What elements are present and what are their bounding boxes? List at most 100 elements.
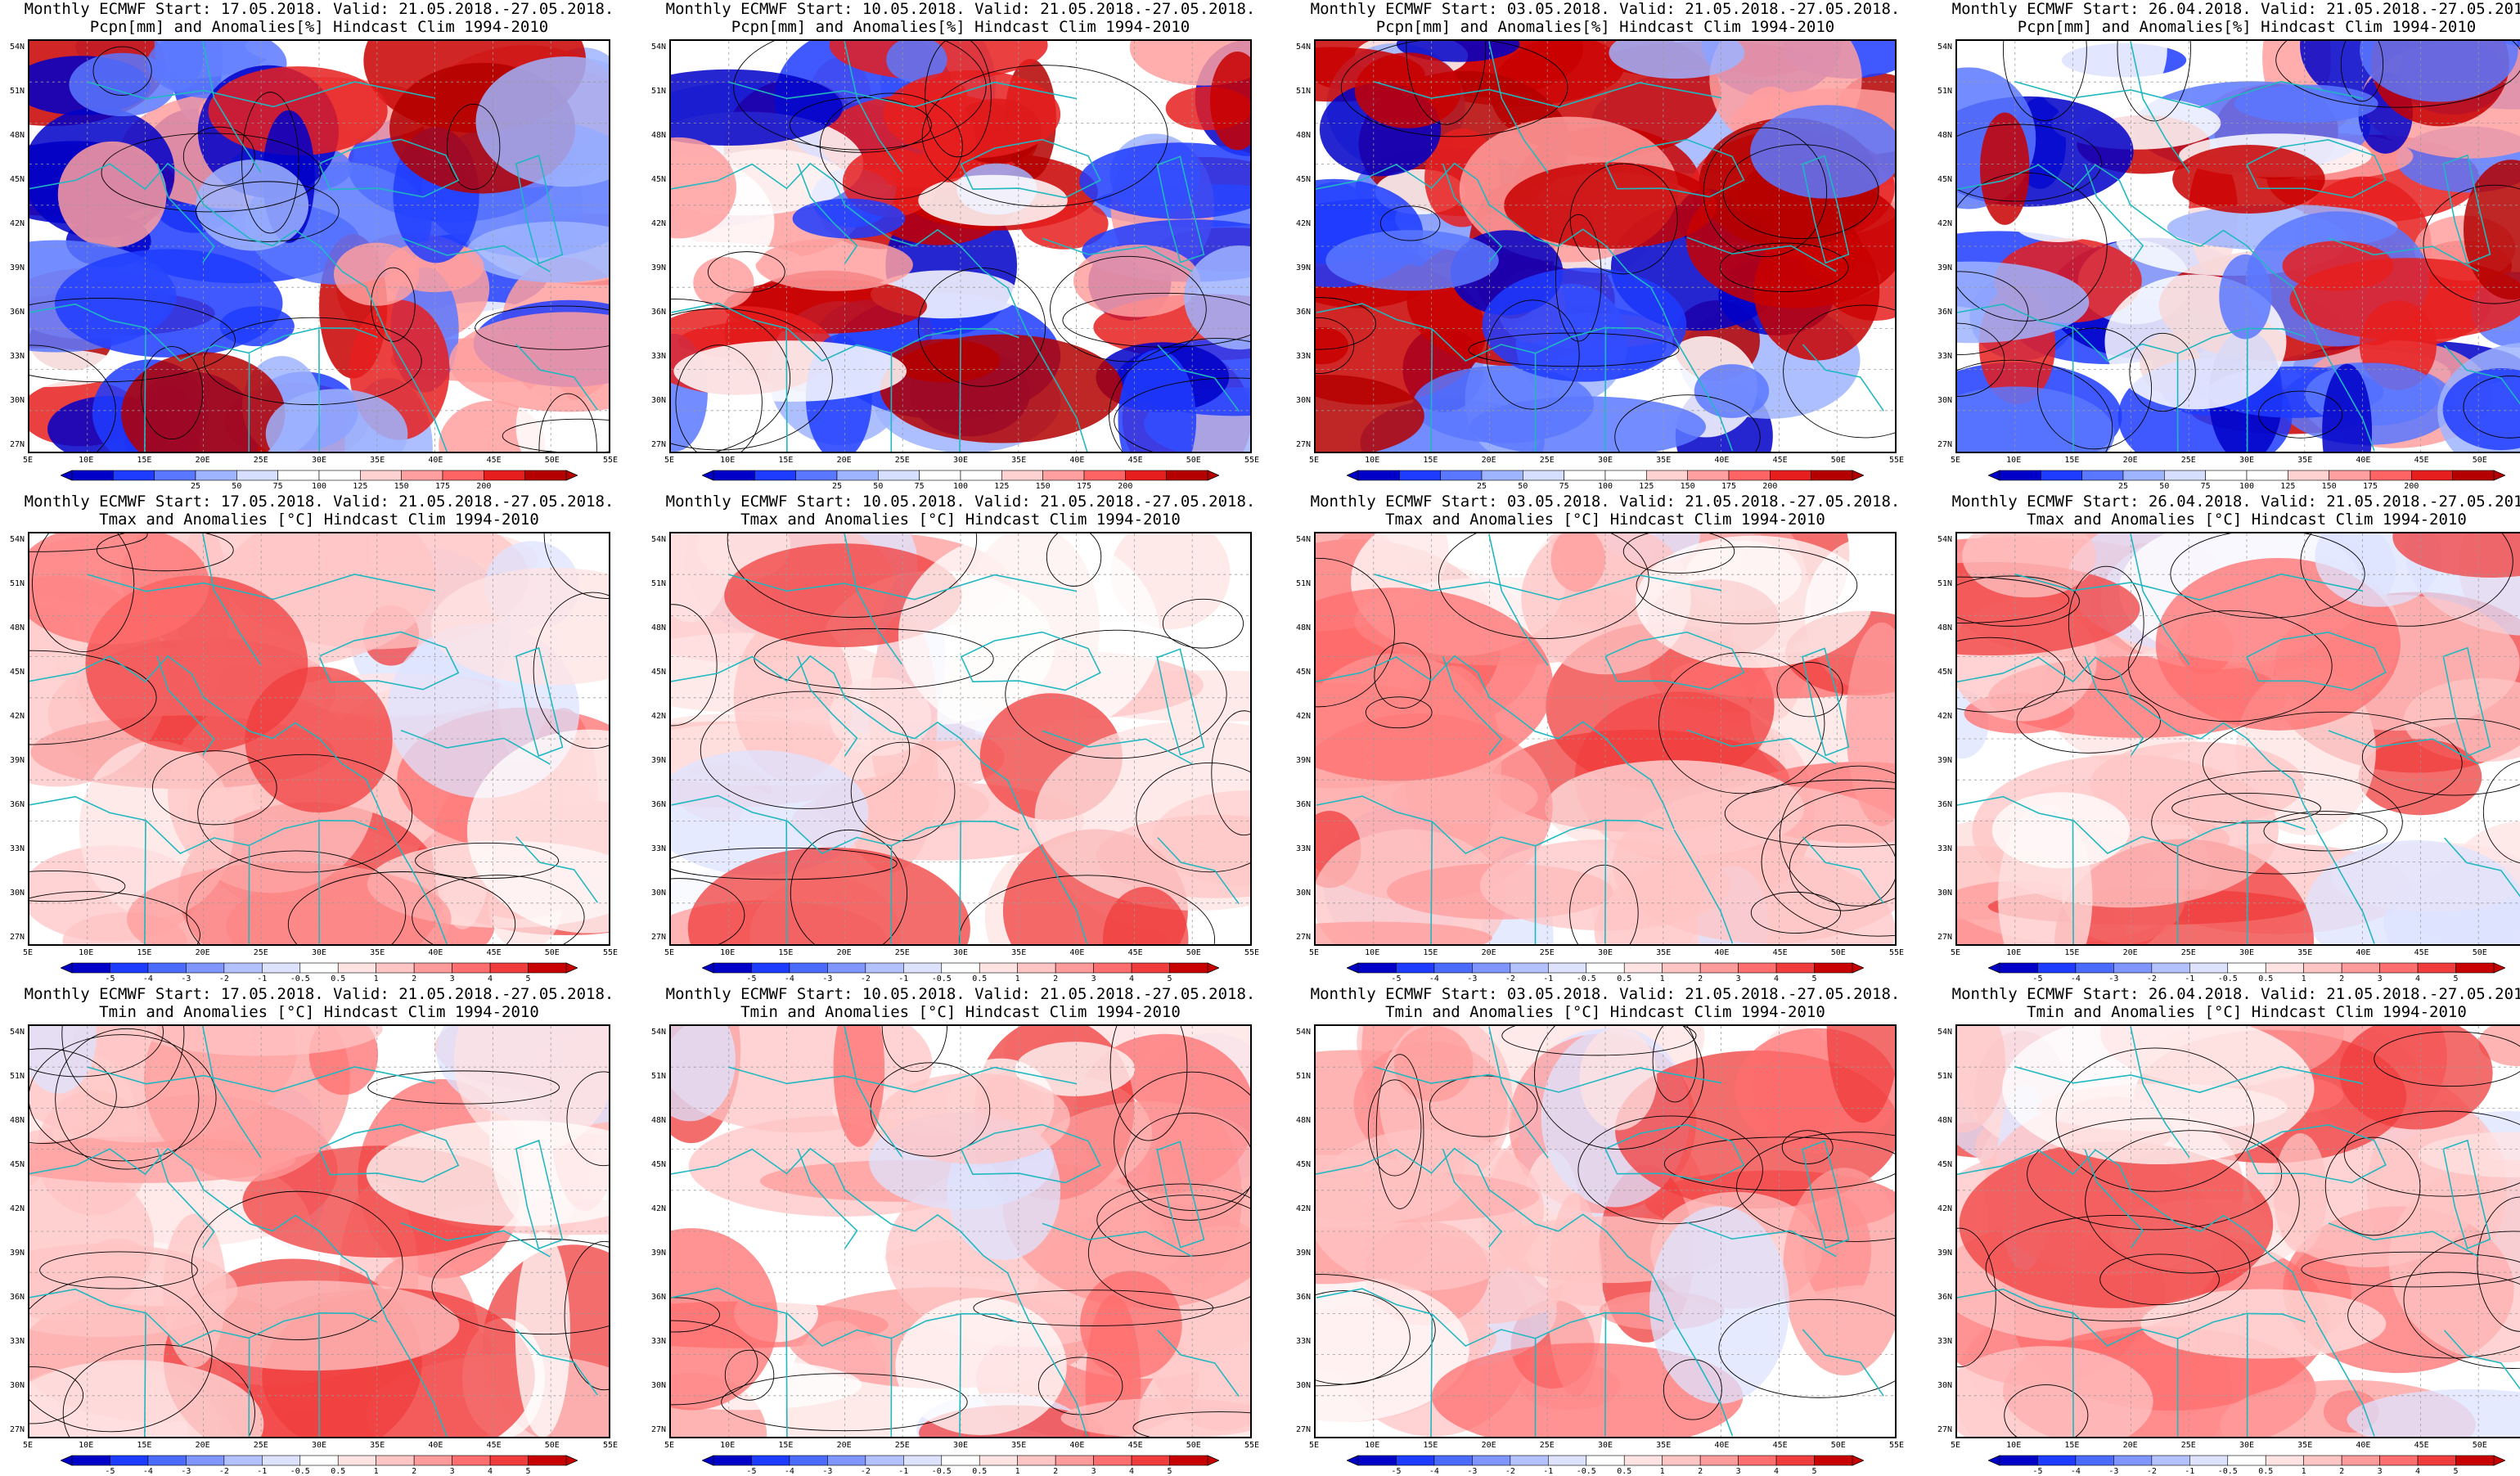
anomaly-blob — [1316, 1129, 1544, 1290]
colorbar-swatch — [1729, 470, 1770, 480]
colorbar-label: 3 — [1722, 975, 1755, 983]
anomaly-blob — [1980, 112, 2030, 224]
latitude-label: 30N — [1288, 1382, 1311, 1390]
panel-title: Monthly ECMWF Start: 17.05.2018. Valid: … — [0, 0, 638, 36]
colorbar-swatch — [2000, 1456, 2037, 1465]
colorbar-label: 3 — [2364, 1468, 2396, 1476]
latitude-label: 45N — [1288, 668, 1311, 677]
anomaly-field — [29, 1026, 609, 1437]
colorbar-label: -5 — [1379, 1468, 1412, 1476]
latitude-label: 42N — [1929, 220, 1952, 228]
anomaly-blob — [2274, 1133, 2327, 1253]
longitude-label: 5E — [14, 457, 42, 465]
panel-title-run: Monthly ECMWF Start: 26.04.2018. Valid: … — [1928, 985, 2520, 1003]
panel-title: Monthly ECMWF Start: 26.04.2018. Valid: … — [1928, 493, 2520, 529]
longitude-label: 30E — [947, 1442, 974, 1450]
longitude-label: 30E — [305, 457, 333, 465]
colorbar-label: -5 — [93, 1468, 126, 1476]
latitude-label: 51N — [1288, 1073, 1311, 1081]
colorbar-swatch — [376, 1456, 414, 1465]
longitude-label: 45E — [2408, 1442, 2436, 1450]
longitude-label: 35E — [2291, 457, 2319, 465]
anomaly-blob — [1325, 230, 1499, 290]
colorbar-swatch — [155, 470, 196, 480]
colorbar-swatch — [790, 1456, 827, 1465]
longitude-label: 5E — [1300, 457, 1328, 465]
panel-title-variable: Pcpn[mm] and Anomalies[%] Hindcast Clim … — [1928, 18, 2520, 36]
latitude-label: 45N — [2, 668, 25, 677]
colorbar-label: 2 — [398, 975, 430, 983]
colorbar-swatch — [1510, 963, 1548, 973]
anomaly-blob — [793, 199, 906, 239]
map-frame — [1955, 532, 2520, 946]
colorbar-swatch — [2206, 470, 2247, 480]
panel-title-run: Monthly ECMWF Start: 03.05.2018. Valid: … — [1286, 493, 1924, 511]
colorbar-label: 50 — [1506, 483, 1539, 491]
longitude-label: 50E — [538, 457, 566, 465]
colorbar-swatch — [360, 470, 401, 480]
colorbar-label: 25 — [821, 483, 853, 491]
longitude-label: 20E — [189, 949, 217, 957]
colorbar-swatch — [110, 1456, 147, 1465]
colorbar-swatch — [2342, 1456, 2379, 1465]
longitude-label: 35E — [1005, 1442, 1033, 1450]
map-frame — [1955, 1024, 2520, 1438]
longitude-label: 5E — [655, 949, 683, 957]
longitude-label: 30E — [1591, 949, 1619, 957]
anomaly-blob — [69, 53, 175, 116]
anomaly-blob — [2219, 254, 2271, 340]
colorbar-swatch — [2411, 470, 2452, 480]
colorbar-label: -0.5 — [284, 975, 317, 983]
coastline — [1605, 1313, 1606, 1436]
colorbar-swatch — [2037, 963, 2075, 973]
colorbar-swatch — [443, 470, 484, 480]
latitude-label: 33N — [1288, 1338, 1311, 1346]
longitude-label: 45E — [2408, 949, 2436, 957]
latitude-label: 30N — [2, 889, 25, 898]
colorbar-high-end — [1208, 470, 1219, 480]
colorbar-swatch — [484, 470, 524, 480]
panel-title-variable: Tmin and Anomalies [°C] Hindcast Clim 19… — [1928, 1003, 2520, 1021]
latitude-label: 30N — [1288, 889, 1311, 898]
anomaly-blob — [1960, 1141, 2274, 1307]
colorbar-high-end — [1852, 470, 1864, 480]
latitude-label: 45N — [1929, 176, 1952, 184]
longitude-label: 5E — [1300, 949, 1328, 957]
colorbar-swatches — [1347, 962, 1864, 974]
latitude-label: 39N — [1929, 1249, 1952, 1258]
colorbar-swatch — [1564, 470, 1605, 480]
latitude-label: 51N — [2, 580, 25, 588]
colorbar-label: 100 — [2230, 483, 2263, 491]
longitude-label: 55E — [1238, 457, 1266, 465]
colorbar-high-end — [566, 470, 578, 480]
colorbar-label: -5 — [735, 975, 767, 983]
colorbar-label: 0.5 — [2249, 975, 2282, 983]
colorbar-swatch — [529, 963, 566, 973]
colorbar-swatch — [979, 963, 1017, 973]
colorbar-label: 0.5 — [322, 975, 354, 983]
panel-title-run: Monthly ECMWF Start: 10.05.2018. Valid: … — [641, 493, 1280, 511]
colorbar-swatch — [1001, 470, 1042, 480]
latitude-label: 45N — [1929, 1161, 1952, 1169]
panel-title: Monthly ECMWF Start: 17.05.2018. Valid: … — [0, 985, 638, 1021]
colorbar-swatch — [713, 1456, 751, 1465]
anomaly-blob — [1483, 268, 1687, 381]
anomaly-blob — [2234, 84, 2378, 122]
anomaly-field — [1957, 41, 2520, 452]
longitude-label: 45E — [1122, 1442, 1150, 1450]
colorbar-swatch — [490, 963, 528, 973]
colorbar-high-end — [1852, 1456, 1864, 1465]
colorbar-swatch — [148, 1456, 186, 1465]
longitude-label: 40E — [2349, 457, 2377, 465]
panel-title-variable: Pcpn[mm] and Anomalies[%] Hindcast Clim … — [641, 18, 1280, 36]
colorbar-label: -1 — [1532, 975, 1564, 983]
colorbar-label: -2 — [208, 1468, 241, 1476]
longitude-label: 50E — [1180, 457, 1208, 465]
colorbar-label: 1 — [1001, 975, 1034, 983]
colorbar-label: 100 — [303, 483, 335, 491]
colorbar-swatch — [2418, 1456, 2455, 1465]
